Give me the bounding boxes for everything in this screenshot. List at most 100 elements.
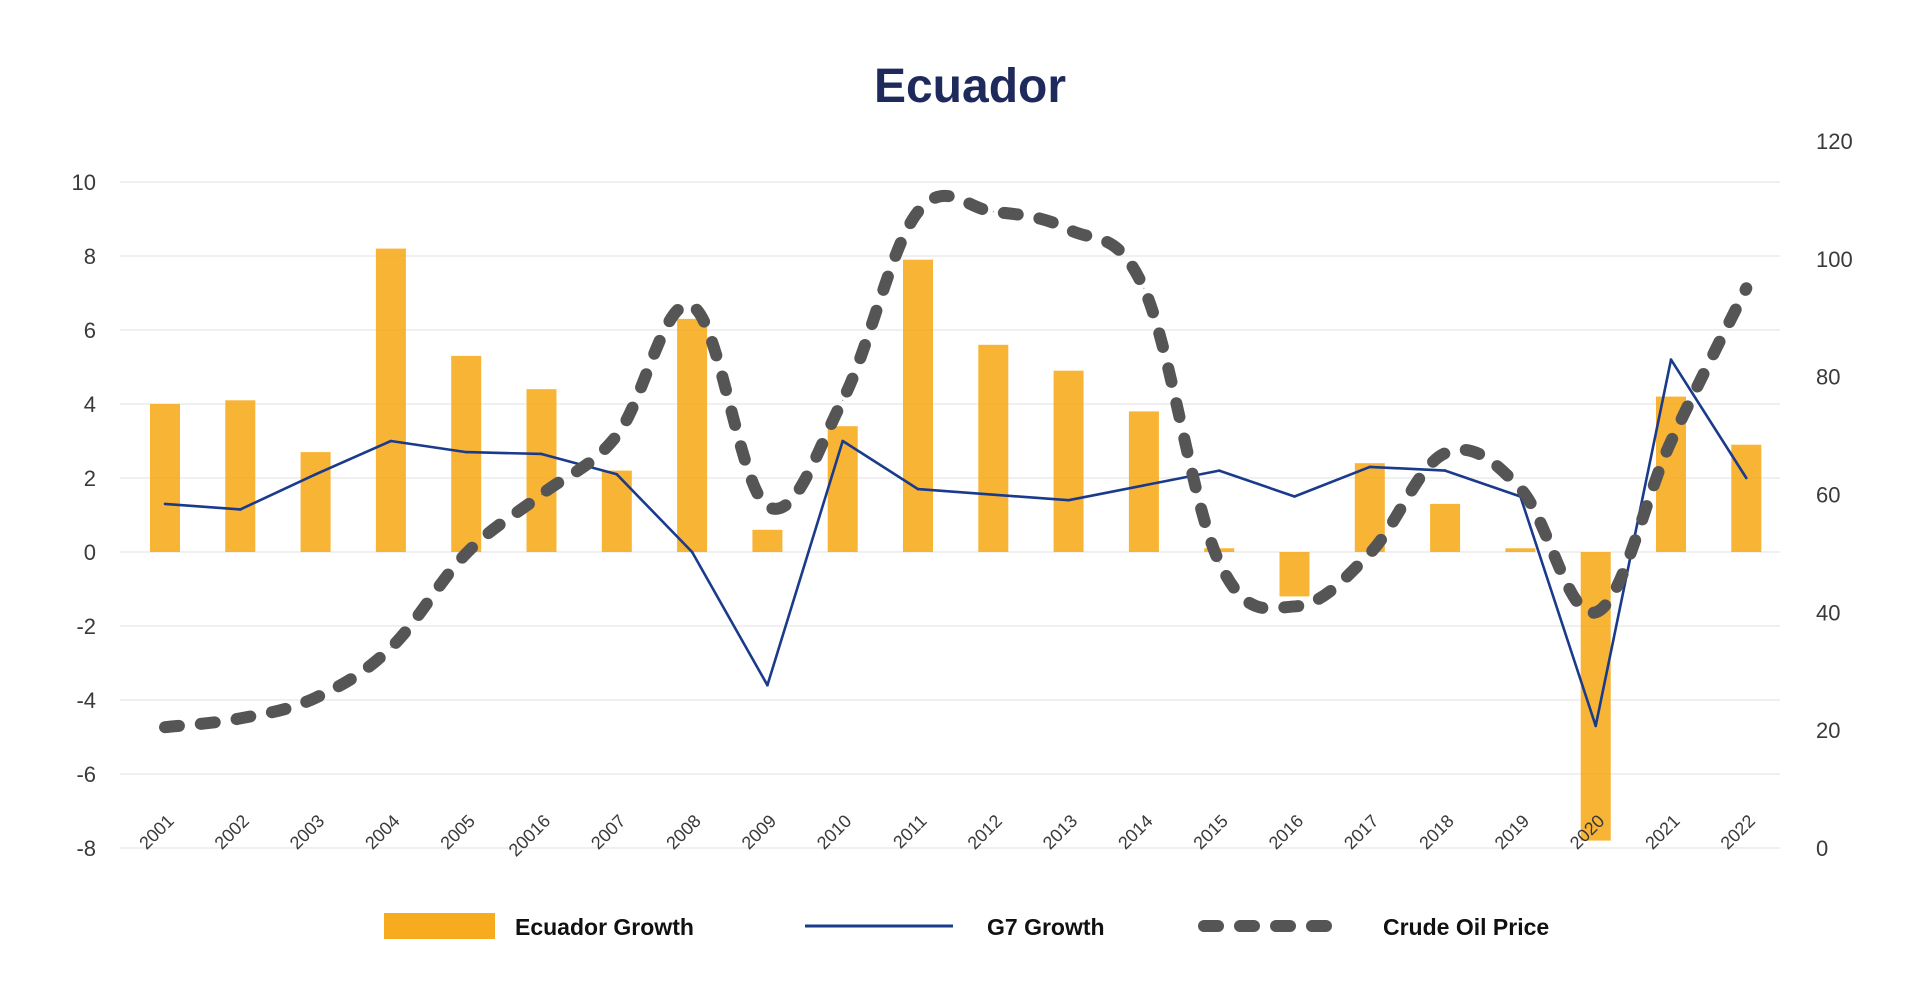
bar [1430,503,1461,552]
x-tick-label: 2012 [964,811,1006,853]
g7-growth-point [314,473,317,476]
legend-swatch-ecuador-growth [384,913,495,939]
crude-oil-price-point [1595,611,1597,613]
bar [1279,552,1310,597]
ecuador-growth-bars [150,248,1762,841]
crude-oil-price-point [1068,228,1070,230]
right-y-axis: 0 20 40 60 80 100 120 [1816,129,1853,861]
g7-growth-point [464,450,468,454]
bar [451,355,482,552]
x-tick-label: 2002 [211,811,253,853]
x-tick-label: 2009 [738,811,780,853]
x-axis: 2001 2002 2003 2004 2005 20016 2007 2008 2009 201… [135,811,1759,861]
bar [526,389,557,552]
crude-oil-price-point [1745,287,1747,289]
left-tick-label: -6 [76,762,96,787]
g7-growth-line [163,358,1748,728]
right-tick-label: 120 [1816,129,1853,154]
x-tick-label: 2003 [286,811,328,853]
x-tick-label: 2017 [1340,811,1382,853]
left-tick-label: 4 [84,392,96,417]
bar [1128,411,1159,552]
g7-growth-point [1293,495,1296,498]
x-tick-label: 2016 [1265,811,1307,853]
bar [752,529,783,552]
legend: Ecuador Growth G7 Growth Crude Oil Price [384,913,1549,940]
left-tick-label: 8 [84,244,96,269]
left-tick-label: -8 [76,836,96,861]
left-tick-label: -4 [76,688,96,713]
chart-title: Ecuador [874,60,1066,113]
g7-growth-point [1142,484,1146,487]
g7-growth-point [841,439,844,443]
crude-oil-price-point [917,211,919,213]
g7-growth-point [1067,498,1070,502]
g7-growth-point [239,508,242,511]
crude-oil-price-point [1143,287,1145,289]
right-tick-label: 40 [1816,600,1840,625]
x-tick-label: 2018 [1415,811,1457,853]
g7-growth-point [615,473,619,476]
x-tick-label: 2007 [587,811,629,853]
right-tick-label: 0 [1816,836,1828,861]
g7-growth-point [1594,724,1597,728]
crude-oil-price-point [239,717,241,719]
bar [1053,370,1084,552]
crude-oil-price-point [766,505,768,507]
g7-growth-point [540,452,543,456]
crude-oil-price-point [1218,561,1220,563]
left-y-axis: -8 -6 -4 -2 0 2 4 6 8 10 [72,170,96,861]
crude-oil-price-point [992,211,994,213]
x-tick-label: 2022 [1717,811,1759,853]
x-tick-label: 2004 [361,811,403,853]
legend-label-crude-oil-price: Crude Oil Price [1383,914,1549,940]
left-tick-label: 10 [72,170,96,195]
bar [1505,548,1536,552]
legend-label-g7-growth: G7 Growth [987,914,1105,940]
crude-oil-price-point [465,552,467,554]
left-tick-label: -2 [76,614,96,639]
left-tick-label: 6 [84,318,96,343]
legend-label-ecuador-growth: Ecuador Growth [515,914,694,940]
crude-oil-price-point [541,494,542,495]
crude-oil-price-line [159,189,1753,734]
bar [150,404,180,552]
g7-growth-point [1443,469,1447,472]
crude-oil-price-point [1670,440,1672,442]
x-tick-label: 2021 [1641,811,1683,853]
g7-growth-point [992,493,995,496]
crude-oil-price-point [315,697,317,699]
x-tick-label: 2011 [889,811,931,853]
crude-oil-price-point [1519,488,1521,490]
x-tick-label: 2013 [1039,811,1081,853]
x-tick-label: 2015 [1189,811,1231,853]
bar [601,470,632,552]
x-tick-label: 2014 [1114,811,1156,853]
crude-oil-price-point [1369,552,1371,554]
bar [677,318,708,552]
x-tick-label: 2001 [135,811,177,853]
bar [978,344,1009,552]
bar [375,248,406,552]
g7-growth-point [389,439,393,443]
right-tick-label: 80 [1816,365,1840,390]
right-tick-label: 60 [1816,483,1840,508]
g7-growth-point [1745,476,1748,480]
x-tick-label: 2008 [662,811,704,853]
g7-growth-point [1368,465,1372,469]
x-tick-label: 2019 [1491,811,1533,853]
crude-oil-price-point [691,305,693,307]
right-tick-label: 100 [1816,247,1853,272]
g7-growth-point [916,487,920,491]
g7-growth-point [690,550,694,554]
right-tick-label: 20 [1816,718,1840,743]
crude-oil-price-point [842,399,844,401]
bar [903,259,933,552]
crude-oil-price-point [616,435,618,437]
g7-growth-point [1669,358,1673,361]
g7-growth-point [1217,469,1221,472]
x-tick-label: 20016 [505,811,555,861]
crude-oil-price-point [164,726,166,728]
g7-growth-point [163,502,167,506]
